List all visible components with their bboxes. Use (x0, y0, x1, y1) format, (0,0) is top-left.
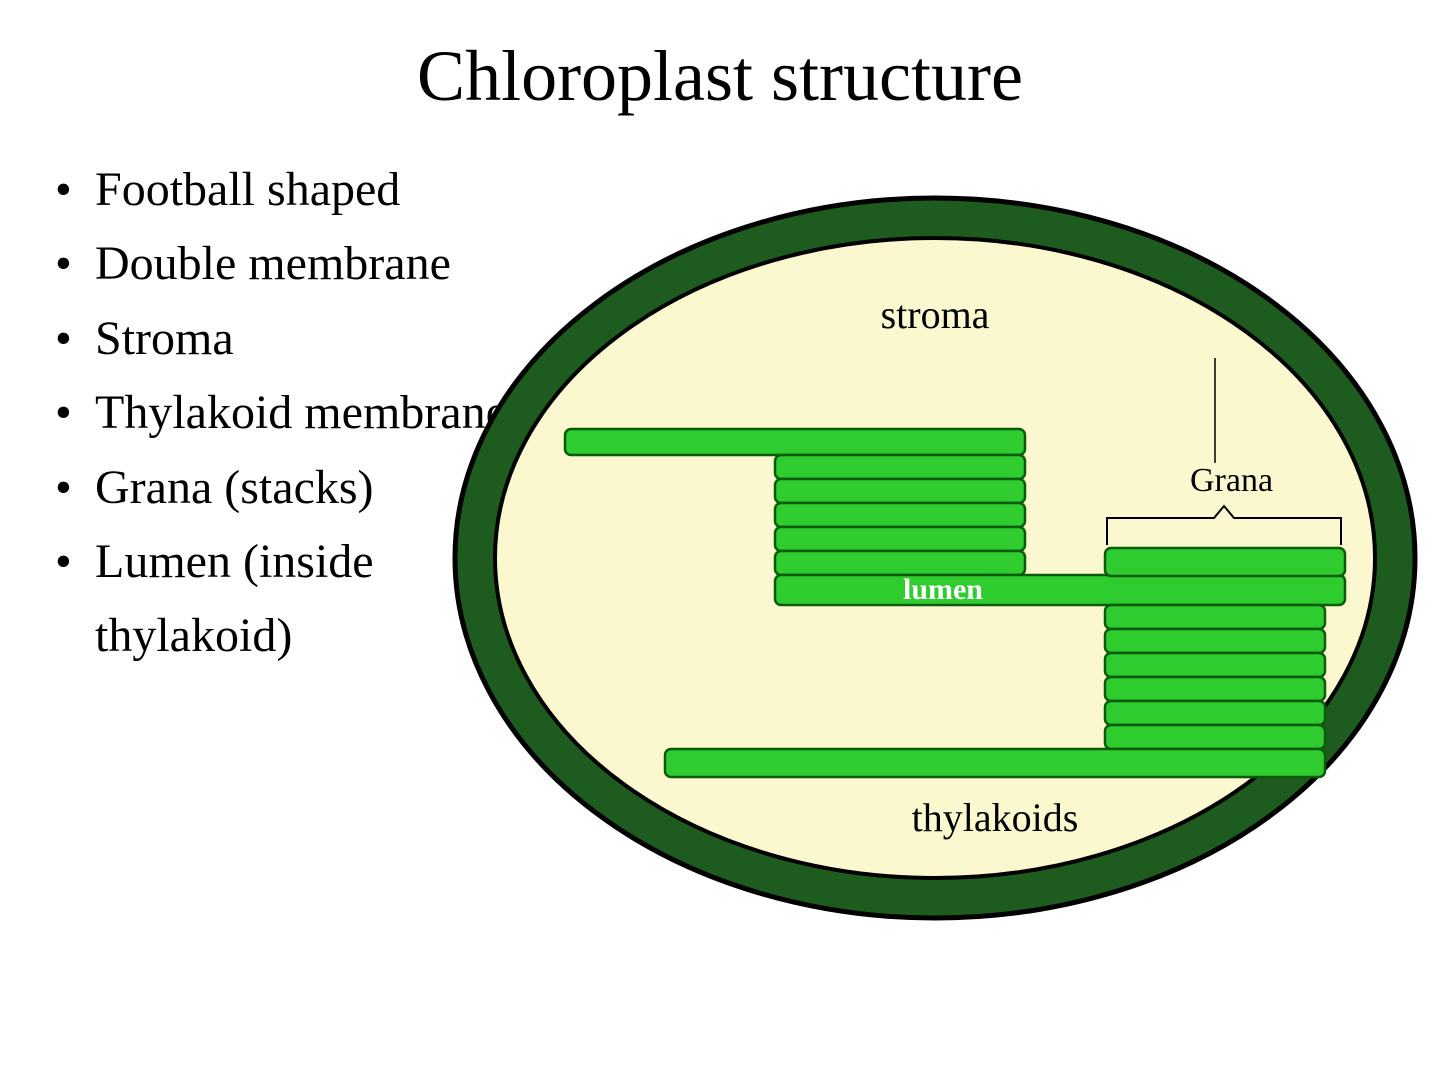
thylakoid (665, 749, 1325, 777)
thylakoid (1105, 548, 1345, 576)
thylakoid (775, 551, 1025, 575)
label-thylakoids: thylakoids (912, 795, 1079, 840)
page-title: Chloroplast structure (0, 0, 1440, 118)
content-area: Football shaped Double membrane Stroma T… (0, 153, 1440, 674)
thylakoid (775, 527, 1025, 551)
thylakoid (1105, 605, 1325, 629)
thylakoid (1105, 629, 1325, 653)
thylakoid (775, 455, 1025, 479)
chloroplast-svg: stroma Grana lumen thylakoids (435, 183, 1435, 943)
thylakoid (1105, 701, 1325, 725)
thylakoid (775, 503, 1025, 527)
label-lumen: lumen (903, 573, 983, 606)
thylakoid (775, 479, 1025, 503)
label-stroma: stroma (881, 292, 990, 337)
thylakoid (1105, 653, 1325, 677)
chloroplast-diagram: stromaGranalumenthylakoids (520, 153, 1440, 674)
thylakoid (1105, 677, 1325, 701)
thylakoid (1105, 725, 1325, 749)
thylakoid (775, 575, 1345, 605)
thylakoid (565, 429, 1025, 455)
label-grana: Grana (1190, 462, 1273, 499)
